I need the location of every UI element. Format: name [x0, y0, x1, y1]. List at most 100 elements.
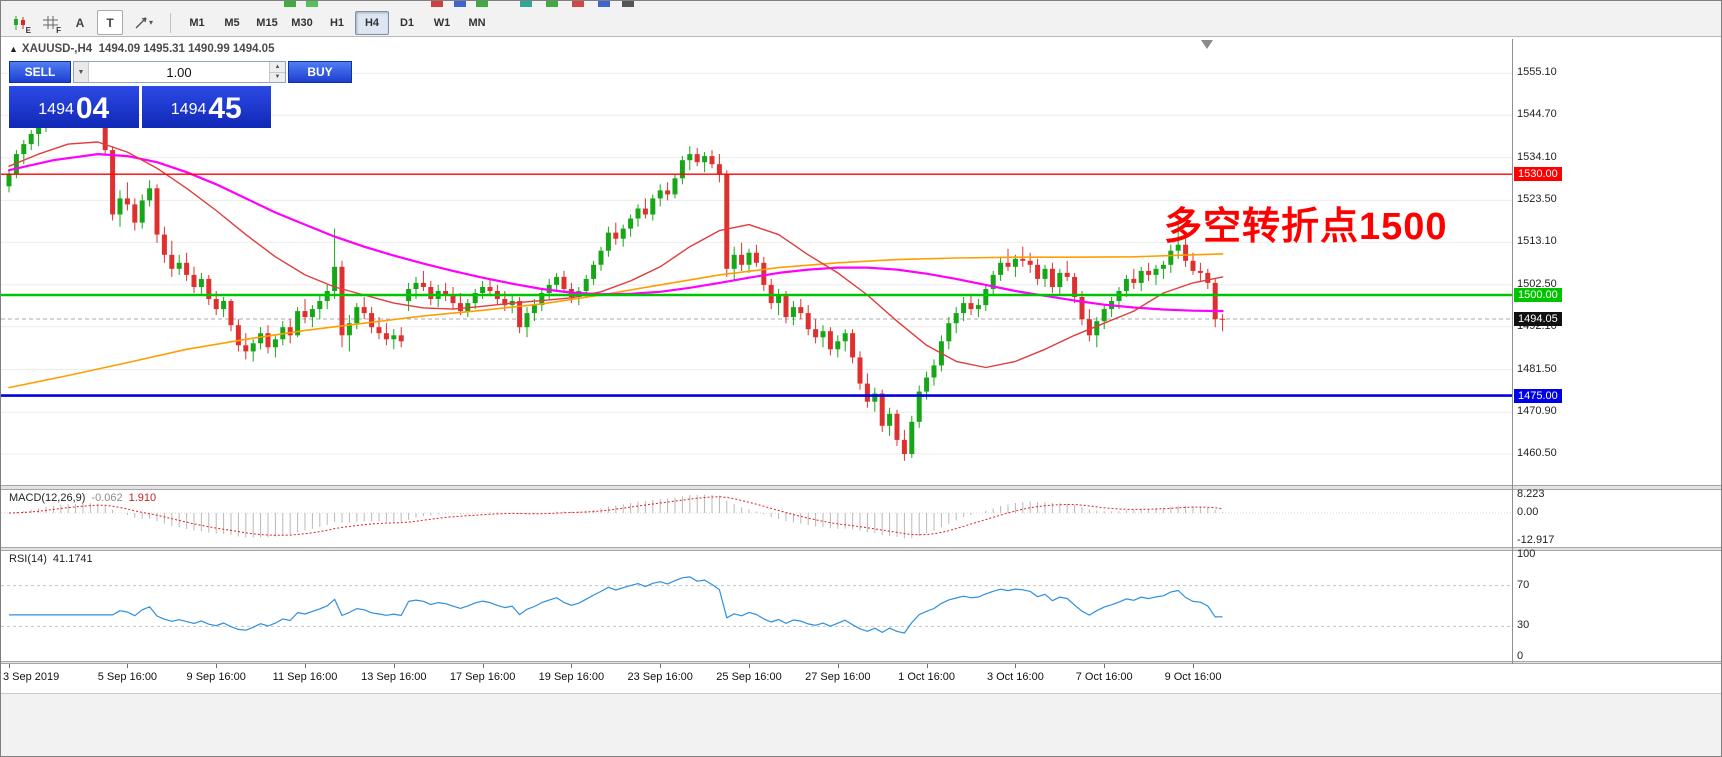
- buy-button[interactable]: BUY: [288, 61, 352, 83]
- rsi-value: 41.1741: [52, 553, 93, 565]
- rsi-axis-label: 70: [1517, 578, 1530, 591]
- grid-glyph: [42, 16, 58, 29]
- time-axis-label: 7 Oct 16:00: [1075, 671, 1133, 683]
- current-price-tag: 1494.05: [1514, 312, 1562, 326]
- price-axis-label: 1481.50: [1517, 362, 1557, 375]
- price-line-tag: 1475.00: [1514, 388, 1562, 403]
- chart-style-icon[interactable]: E: [7, 10, 33, 35]
- time-tick: [926, 664, 928, 668]
- rsi-axis-label: 30: [1517, 619, 1530, 632]
- toolbar-separator: [170, 12, 171, 33]
- panel-splitter[interactable]: [1, 485, 1721, 490]
- window-footer: [1, 693, 1721, 756]
- ask-price-main: 1494: [170, 101, 207, 118]
- rsi-name: RSI(14): [9, 553, 47, 565]
- price-chart-panel[interactable]: ▲ XAUUSD-,H4 1494.09 1495.31 1490.99 1494…: [1, 39, 1513, 485]
- ohlc-readout: 1494.09 1495.31 1490.99 1494.05: [98, 43, 275, 55]
- rsi-panel[interactable]: RSI(14) 41.1741: [1, 551, 1513, 661]
- volume-dropdown-icon[interactable]: ▼: [74, 62, 89, 82]
- draw-tools-icon[interactable]: ▾: [127, 10, 161, 35]
- rsi-canvas[interactable]: [1, 551, 1513, 661]
- macd-canvas[interactable]: [1, 490, 1513, 547]
- ask-price-tile[interactable]: 1494 45: [141, 86, 271, 128]
- price-axis-label: 1513.10: [1517, 235, 1557, 248]
- time-tick: [393, 664, 395, 668]
- draw-tools-caret-icon: ▾: [148, 18, 153, 27]
- price-axis-label: 1555.10: [1517, 66, 1557, 79]
- toolbar-row: E F A T ▾ M1 M5 M15 M30 H1 H4 D1 W1 MN: [7, 10, 494, 35]
- time-tick: [9, 664, 10, 668]
- time-axis-label: 13 Sep 16:00: [361, 671, 427, 683]
- macd-panel[interactable]: MACD(12,26,9) -0.062 1.910: [1, 490, 1513, 547]
- time-axis-label: 25 Sep 16:00: [716, 671, 782, 683]
- panel-splitter[interactable]: [1, 547, 1721, 551]
- macd-axis-label: -12.917: [1517, 534, 1555, 547]
- time-axis-label: 1 Oct 16:00: [898, 671, 956, 683]
- text-glyph: T: [106, 15, 114, 30]
- time-tick: [1015, 664, 1017, 668]
- collapse-arrow-icon[interactable]: ▲: [9, 44, 18, 54]
- macd-axis: 8.223 0.00 -12.917: [1513, 488, 1721, 547]
- timeframe-button-d1[interactable]: D1: [399, 16, 415, 29]
- time-tick: [216, 664, 218, 668]
- time-tick: [660, 664, 662, 668]
- panel-splitter[interactable]: [1, 661, 1721, 664]
- rsi-axis-label: 100: [1517, 548, 1536, 560]
- chart-text-annotation[interactable]: 多空转折点1500: [1164, 206, 1448, 248]
- rsi-axis: 100 70 30 0: [1513, 548, 1721, 662]
- sell-button[interactable]: SELL: [9, 61, 71, 83]
- macd-signal-value: 1.910: [128, 492, 157, 504]
- time-tick: [571, 664, 573, 668]
- macd-label: MACD(12,26,9) -0.062 1.910: [9, 492, 156, 504]
- chart-shift-marker-icon: [1201, 40, 1213, 49]
- timeframe-button-m15[interactable]: M15: [256, 16, 278, 29]
- trendline-glyph: [135, 17, 147, 29]
- macd-axis-label: 8.223: [1517, 488, 1545, 500]
- bid-price-tile[interactable]: 1494 04: [9, 86, 139, 128]
- chart-header: ▲ XAUUSD-,H4 1494.09 1495.31 1490.99 1494…: [9, 43, 274, 55]
- price-axis-label: 1523.50: [1517, 193, 1557, 206]
- time-axis-label: 27 Sep 16:00: [805, 671, 871, 683]
- macd-name: MACD(12,26,9): [9, 492, 86, 504]
- time-tick: [127, 664, 129, 668]
- time-axis-label: 17 Sep 16:00: [449, 671, 516, 683]
- time-tick: [305, 664, 306, 668]
- time-tick: [837, 664, 839, 668]
- time-axis-label: 3 Oct 16:00: [986, 671, 1044, 683]
- price-axis-label: 1502.50: [1517, 277, 1557, 290]
- time-axis[interactable]: 3 Sep 2019 5 Sep 16:00 9 Sep 16:00 11 Sep 1…: [1, 664, 1721, 693]
- chart-style-badge: E: [25, 26, 31, 35]
- timeframe-button-m1[interactable]: M1: [189, 16, 205, 29]
- timeframe-button-w1[interactable]: W1: [433, 16, 451, 29]
- volume-spinner: ▲ ▼: [269, 62, 285, 82]
- bid-price-pips: 04: [75, 92, 110, 125]
- timeframe-button-h4[interactable]: H4: [355, 10, 389, 35]
- text-icon[interactable]: T: [97, 10, 123, 35]
- cursor-icon[interactable]: A: [67, 10, 93, 35]
- bid-price-main: 1494: [38, 101, 74, 118]
- timeframe-button-mn[interactable]: MN: [468, 16, 486, 29]
- toolbar: E F A T ▾ M1 M5 M15 M30 H1 H4 D1 W1 MN: [1, 1, 1721, 37]
- price-axis-label: 1460.50: [1517, 447, 1557, 459]
- grid-icon[interactable]: F: [37, 10, 63, 35]
- timeframe-button-h1[interactable]: H1: [329, 16, 345, 29]
- macd-axis-label: 0.00: [1517, 506, 1539, 518]
- chart-window: ▲ XAUUSD-,H4 1494.09 1495.31 1490.99 1494…: [1, 37, 1721, 756]
- clipped-toolbar-icons: [284, 1, 704, 7]
- volume-up-icon[interactable]: ▲: [270, 62, 285, 73]
- volume-down-icon[interactable]: ▼: [270, 72, 285, 82]
- ask-price-pips: 45: [208, 92, 242, 125]
- time-axis-label: 23 Sep 16:00: [627, 671, 693, 683]
- timeframe-button-m30[interactable]: M30: [291, 16, 313, 29]
- timeframe-button-m5[interactable]: M5: [224, 16, 240, 29]
- timeframe-group: M1 M5 M15 M30 H1 H4 D1 W1 MN: [180, 10, 494, 35]
- price-axis-label: 1544.70: [1517, 108, 1557, 121]
- price-line-tag: 1530.00: [1514, 167, 1562, 182]
- price-axis[interactable]: 1555.10 1544.70 1534.10 1523.50 1513.10 1502.…: [1513, 39, 1721, 485]
- time-axis-label: 11 Sep 16:00: [272, 671, 338, 683]
- volume-box: ▼ ▲ ▼: [73, 61, 286, 83]
- volume-input[interactable]: [89, 62, 269, 82]
- rsi-label: RSI(14) 41.1741: [9, 553, 93, 565]
- time-axis-label: 3 Sep 2019: [3, 671, 60, 683]
